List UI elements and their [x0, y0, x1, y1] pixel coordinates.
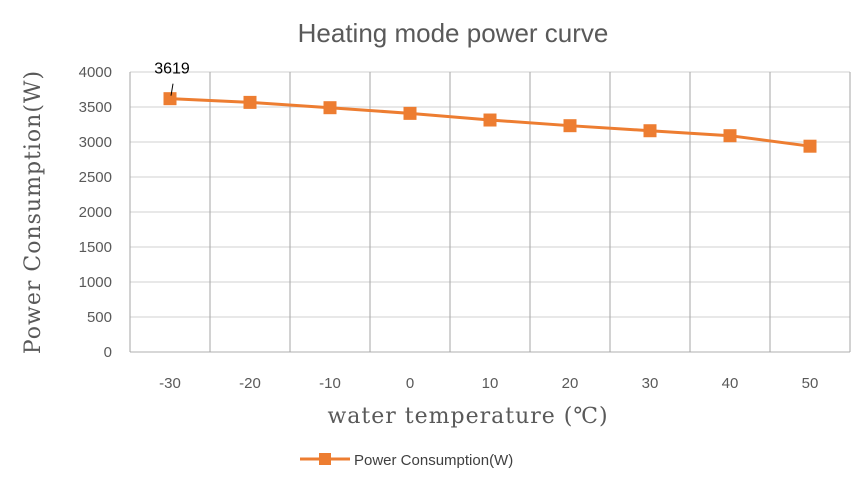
data-point-marker [803, 139, 817, 153]
y-tick-label: 1500 [79, 239, 112, 256]
x-tick-label: -10 [319, 375, 341, 392]
data-point-marker [483, 113, 497, 127]
x-tick-label: 50 [802, 375, 819, 392]
x-tick-label: 10 [482, 375, 499, 392]
legend: Power Consumption(W) [300, 452, 513, 469]
legend-label: Power Consumption(W) [354, 452, 513, 469]
data-label-leader [170, 83, 174, 96]
data-point-marker [643, 124, 657, 138]
data-point-marker [163, 92, 177, 106]
data-labels: 3619 [154, 61, 190, 96]
x-tick-label: 0 [406, 375, 414, 392]
x-tick-label: 30 [642, 375, 659, 392]
y-axis-label: Power Consumption(W) [21, 70, 46, 354]
data-point-marker [723, 129, 737, 143]
legend-marker-icon [319, 453, 331, 465]
y-tick-label: 2500 [79, 169, 112, 186]
y-tick-label: 3500 [79, 99, 112, 116]
x-tick-label: 40 [722, 375, 739, 392]
y-tick-label: 500 [87, 309, 112, 326]
data-point-marker [243, 95, 257, 109]
y-axis-ticks: 0 500 1000 1500 2000 2500 3000 3500 4000 [79, 64, 112, 361]
data-point-marker [403, 106, 417, 120]
x-axis-ticks: -30 -20 -10 0 10 20 30 40 50 [159, 375, 818, 392]
x-tick-label: -20 [239, 375, 261, 392]
data-label: 3619 [154, 61, 190, 78]
data-point-marker [323, 101, 337, 115]
y-tick-label: 1000 [79, 274, 112, 291]
y-tick-label: 3000 [79, 134, 112, 151]
data-point-marker [563, 119, 577, 133]
x-axis-label: water temperature (℃) [327, 404, 608, 429]
series-power-consumption [163, 92, 817, 153]
y-tick-label: 2000 [79, 204, 112, 221]
y-tick-label: 4000 [79, 64, 112, 81]
chart-title: Heating mode power curve [298, 18, 609, 48]
x-tick-label: 20 [562, 375, 579, 392]
grid [129, 71, 851, 353]
x-tick-label: -30 [159, 375, 181, 392]
y-tick-label: 0 [104, 344, 112, 361]
